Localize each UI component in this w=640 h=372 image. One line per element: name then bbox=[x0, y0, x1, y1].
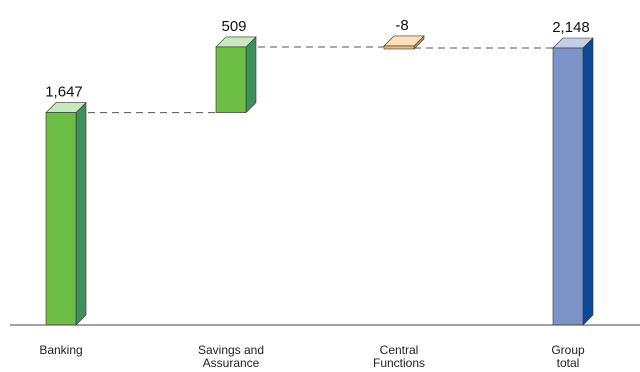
bar-3 bbox=[383, 35, 425, 50]
bar-front-3 bbox=[383, 45, 415, 50]
bar-front-2 bbox=[215, 46, 247, 113]
bar-2 bbox=[215, 36, 257, 114]
category-labels: Banking Savings and Assurance Central Functi… bbox=[39, 343, 585, 370]
bar-front-4 bbox=[552, 47, 584, 326]
value-label-4: 2,148 bbox=[552, 19, 590, 36]
category-label-4: Group total bbox=[551, 343, 585, 370]
category-label-3: Central Functions bbox=[373, 343, 425, 370]
bar-side-4 bbox=[582, 37, 594, 326]
connector-lines bbox=[76, 46, 553, 114]
value-label-1: 1,647 bbox=[45, 84, 83, 101]
bar-side-2 bbox=[245, 36, 257, 114]
value-labels: 1,647 509 -8 2,148 bbox=[45, 17, 590, 101]
bar-1 bbox=[45, 101, 87, 326]
category-label-2: Savings and Assurance bbox=[198, 343, 264, 370]
bar-4 bbox=[552, 37, 594, 326]
bar-side-1 bbox=[75, 101, 87, 326]
bars bbox=[45, 35, 594, 326]
value-label-2: 509 bbox=[221, 18, 246, 35]
value-label-3: -8 bbox=[395, 17, 408, 34]
bar-front-1 bbox=[45, 112, 77, 326]
category-label-1: Banking bbox=[39, 343, 82, 357]
